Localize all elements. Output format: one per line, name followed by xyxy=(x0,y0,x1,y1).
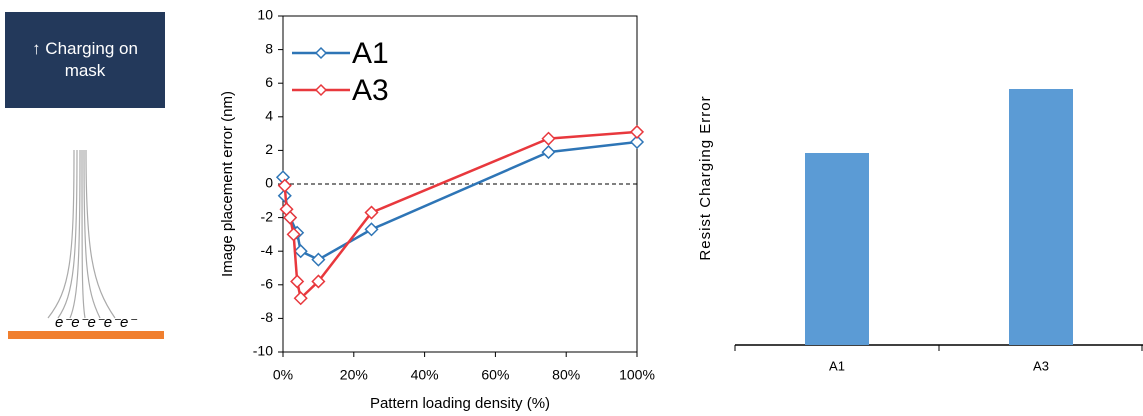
marker xyxy=(293,244,308,259)
marker xyxy=(283,210,298,225)
bar xyxy=(1009,89,1073,345)
y-tick-label: -4 xyxy=(261,242,274,258)
legend-marker xyxy=(314,46,328,60)
legend-label: A3 xyxy=(352,74,389,107)
marker xyxy=(629,124,645,139)
y-tick-label: 2 xyxy=(265,141,273,157)
marker xyxy=(364,222,379,237)
y-tick-label: -6 xyxy=(261,276,274,292)
marker xyxy=(311,252,326,267)
marker xyxy=(364,205,379,220)
y-tick-label: -2 xyxy=(261,208,274,224)
marker xyxy=(311,274,326,289)
x-tick-label: 100% xyxy=(619,367,655,383)
x-axis-label: Pattern loading density (%) xyxy=(370,395,550,412)
y-axis-label: Image placement error (nm) xyxy=(219,91,236,277)
bar xyxy=(805,153,869,345)
y-tick-label: -8 xyxy=(261,309,274,325)
marker xyxy=(629,134,645,150)
marker xyxy=(286,227,301,242)
series-line xyxy=(281,140,638,262)
mask-substrate xyxy=(8,331,164,339)
y-tick-label: 6 xyxy=(265,74,273,90)
x-tick-label: 0% xyxy=(273,367,293,383)
x-tick-label: A3 xyxy=(1033,358,1049,373)
marker xyxy=(290,274,305,289)
marker xyxy=(277,178,292,193)
x-tick-label: A1 xyxy=(829,358,845,373)
marker xyxy=(541,131,556,146)
y-tick-label: 8 xyxy=(265,40,273,56)
x-tick-label: 20% xyxy=(340,367,368,383)
y-tick-label: 0 xyxy=(265,175,273,191)
x-tick-label: 60% xyxy=(481,367,509,383)
marker xyxy=(541,145,556,160)
y-tick-label: 4 xyxy=(265,108,273,124)
charging-box: ↑ Charging on mask xyxy=(5,12,165,108)
x-tick-label: 80% xyxy=(552,367,580,383)
legend-marker xyxy=(314,83,328,97)
legend-label: A1 xyxy=(352,37,389,70)
electrons: e⁻e⁻e⁻e⁻e⁻ xyxy=(55,314,137,331)
y-axis-label: Resist Charging Error xyxy=(697,95,714,260)
x-tick-label: 40% xyxy=(411,367,439,383)
marker xyxy=(293,291,308,306)
field-lines xyxy=(47,149,116,319)
y-tick-label: 10 xyxy=(257,7,273,23)
y-tick-label: -10 xyxy=(253,343,273,359)
series-line xyxy=(283,130,638,301)
